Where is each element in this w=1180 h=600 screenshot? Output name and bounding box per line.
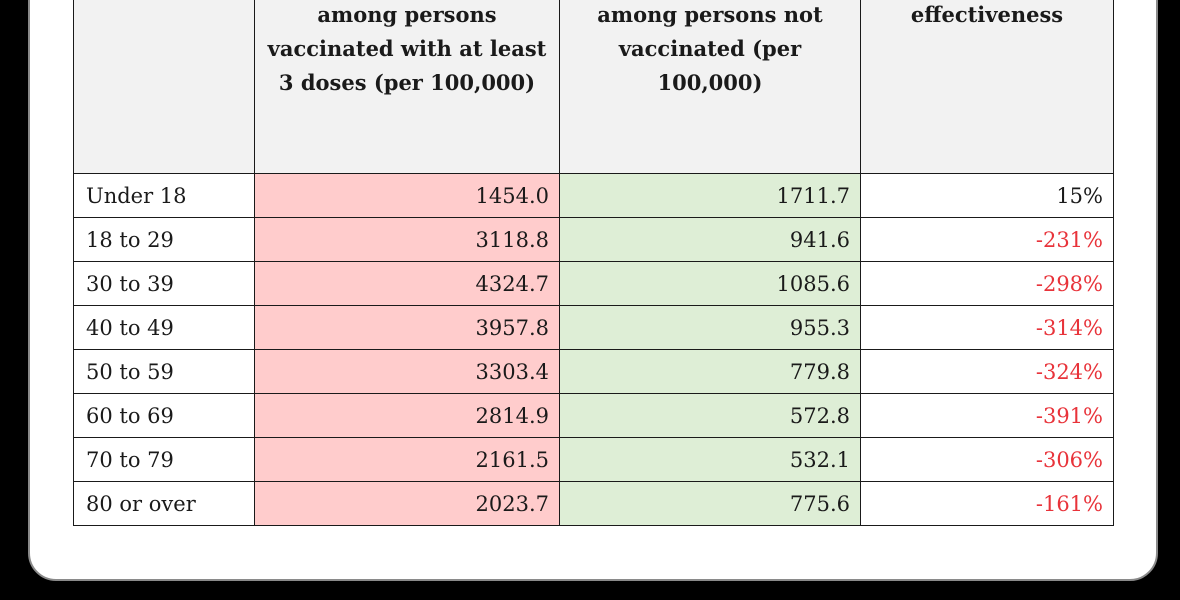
table-row: 60 to 69 2814.9 572.8 -391% bbox=[73, 393, 1114, 438]
unvaccinated-rate-cell: 532.1 bbox=[559, 437, 861, 482]
vaccinated-rate-cell: 2161.5 bbox=[254, 437, 560, 482]
effectiveness-cell: -391% bbox=[860, 393, 1114, 438]
vaccinated-rate-cell: 4324.7 bbox=[254, 261, 560, 306]
age-group-cell: 30 to 39 bbox=[73, 261, 255, 306]
unvaccinated-rate-cell: 1085.6 bbox=[559, 261, 861, 306]
table-row: 40 to 49 3957.8 955.3 -314% bbox=[73, 305, 1114, 350]
vaccinated-rate-cell: 3957.8 bbox=[254, 305, 560, 350]
vaccine-effectiveness-table: Unadjusted rates among persons vaccinate… bbox=[73, 0, 1114, 526]
table-row: 80 or over 2023.7 775.6 -161% bbox=[73, 481, 1114, 526]
header-unvaccinated-rate: Unadjusted rates among persons not vacci… bbox=[559, 0, 861, 174]
age-group-cell: 80 or over bbox=[73, 481, 255, 526]
age-group-cell: 70 to 79 bbox=[73, 437, 255, 482]
effectiveness-cell: 15% bbox=[860, 173, 1114, 218]
header-age-group bbox=[73, 0, 255, 174]
unvaccinated-rate-cell: 1711.7 bbox=[559, 173, 861, 218]
age-group-cell: 50 to 59 bbox=[73, 349, 255, 394]
age-group-cell: Under 18 bbox=[73, 173, 255, 218]
unvaccinated-rate-cell: 779.8 bbox=[559, 349, 861, 394]
effectiveness-cell: -314% bbox=[860, 305, 1114, 350]
age-group-cell: 40 to 49 bbox=[73, 305, 255, 350]
table-row: 70 to 79 2161.5 532.1 -306% bbox=[73, 437, 1114, 482]
vaccinated-rate-cell: 2814.9 bbox=[254, 393, 560, 438]
table-row: 18 to 29 3118.8 941.6 -231% bbox=[73, 217, 1114, 262]
header-vaccine-effectiveness: Vaccine effectiveness bbox=[860, 0, 1114, 174]
effectiveness-cell: -298% bbox=[860, 261, 1114, 306]
unvaccinated-rate-cell: 955.3 bbox=[559, 305, 861, 350]
table-header: Unadjusted rates among persons vaccinate… bbox=[73, 0, 1114, 174]
effectiveness-cell: -324% bbox=[860, 349, 1114, 394]
table-card: Unadjusted rates among persons vaccinate… bbox=[28, 0, 1158, 581]
effectiveness-cell: -231% bbox=[860, 217, 1114, 262]
effectiveness-cell: -161% bbox=[860, 481, 1114, 526]
vaccinated-rate-cell: 3118.8 bbox=[254, 217, 560, 262]
table-row: 50 to 59 3303.4 779.8 -324% bbox=[73, 349, 1114, 394]
vaccinated-rate-cell: 3303.4 bbox=[254, 349, 560, 394]
age-group-cell: 18 to 29 bbox=[73, 217, 255, 262]
header-vaccinated-rate: Unadjusted rates among persons vaccinate… bbox=[254, 0, 560, 174]
unvaccinated-rate-cell: 775.6 bbox=[559, 481, 861, 526]
header-row: Unadjusted rates among persons vaccinate… bbox=[73, 0, 1114, 174]
effectiveness-cell: -306% bbox=[860, 437, 1114, 482]
table-row: Under 18 1454.0 1711.7 15% bbox=[73, 173, 1114, 218]
vaccinated-rate-cell: 2023.7 bbox=[254, 481, 560, 526]
vaccinated-rate-cell: 1454.0 bbox=[254, 173, 560, 218]
unvaccinated-rate-cell: 572.8 bbox=[559, 393, 861, 438]
age-group-cell: 60 to 69 bbox=[73, 393, 255, 438]
table-body: Under 18 1454.0 1711.7 15% 18 to 29 3118… bbox=[73, 173, 1114, 526]
table-row: 30 to 39 4324.7 1085.6 -298% bbox=[73, 261, 1114, 306]
unvaccinated-rate-cell: 941.6 bbox=[559, 217, 861, 262]
